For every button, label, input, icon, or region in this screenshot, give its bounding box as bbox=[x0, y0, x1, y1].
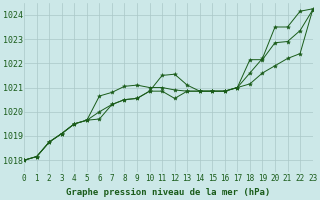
X-axis label: Graphe pression niveau de la mer (hPa): Graphe pression niveau de la mer (hPa) bbox=[66, 188, 270, 197]
